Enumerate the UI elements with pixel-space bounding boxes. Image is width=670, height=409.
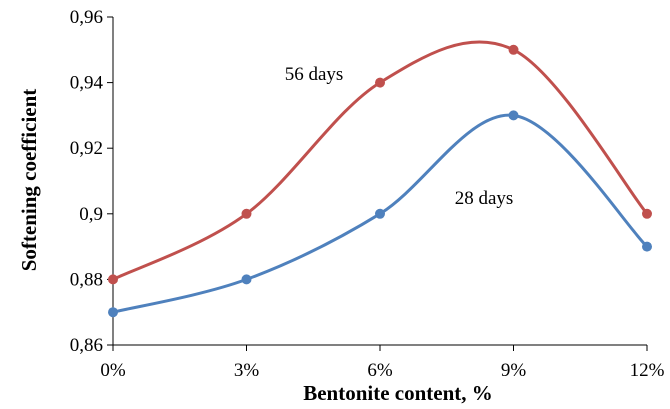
data-point-series-2 — [375, 208, 385, 219]
data-point-series-2 — [508, 110, 519, 121]
data-point-series-1 — [375, 77, 385, 88]
series-line-2 — [112, 113, 649, 314]
series-line-1 — [112, 40, 649, 281]
x-axis-title: Bentonite content, % — [303, 381, 493, 405]
data-point-series-1 — [508, 44, 519, 55]
series-points — [108, 44, 652, 318]
y-tick-label: 0,9 — [79, 204, 103, 225]
annotation-label: 56 days — [285, 64, 344, 85]
y-tick-label: 0,96 — [70, 7, 103, 28]
y-tick-label: 0,86 — [70, 335, 103, 356]
annotation-label: 28 days — [455, 188, 514, 209]
x-tick-label: 9% — [501, 360, 527, 381]
x-tick-label: 12% — [630, 360, 665, 381]
x-tick-label: 0% — [100, 360, 126, 381]
annotations: 56 days 28 days — [285, 64, 514, 209]
y-tick-label: 0,94 — [70, 73, 104, 94]
y-axis-title: Softening coefficient — [17, 89, 41, 272]
x-tick-label: 3% — [234, 360, 260, 381]
data-point-series-2 — [642, 241, 652, 252]
y-tick-label: 0,92 — [70, 138, 103, 159]
data-point-series-2 — [108, 307, 118, 318]
data-point-series-1 — [642, 208, 652, 219]
data-point-series-1 — [108, 274, 118, 285]
y-tick-label: 0,88 — [70, 269, 103, 290]
data-point-series-2 — [241, 274, 252, 285]
x-axis-ticks: 0% 3% 6% 9% 12% — [100, 345, 665, 381]
y-axis-ticks: 0,86 0,88 0,9 0,92 0,94 0,96 — [70, 7, 113, 356]
x-tick-label: 6% — [367, 360, 393, 381]
data-point-series-1 — [241, 208, 252, 219]
